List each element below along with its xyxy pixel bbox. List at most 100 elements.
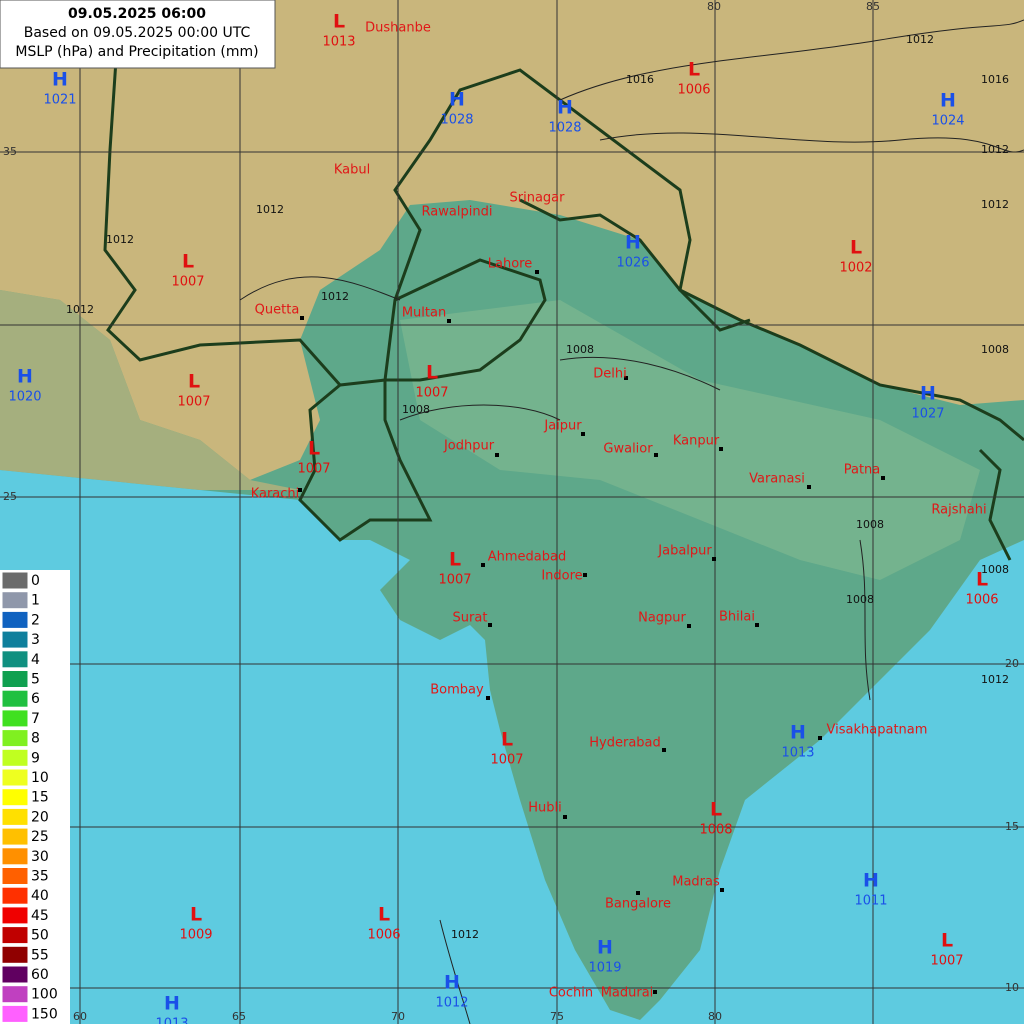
legend-swatch [1,807,29,826]
city-dot [298,488,302,492]
city-dot [447,319,451,323]
grid-label: 15 [1005,820,1019,833]
grid-label: 60 [73,1010,87,1023]
legend-swatch [1,926,29,945]
grid-label: 80 [707,0,721,13]
city-label: Rajshahi [931,503,986,518]
pressure-value: 1007 [490,753,523,768]
pressure-value: 1007 [297,462,330,477]
legend-swatch [1,630,29,649]
pressure-symbol: H [940,90,956,112]
pressure-symbol: L [710,799,722,821]
pressure-value: 1028 [440,113,473,128]
legend-swatch [1,1004,29,1023]
city-dot [481,563,485,567]
isobar-label: 1012 [981,143,1009,156]
city-label: Delhi [593,367,626,382]
pressure-symbol: L [501,729,513,751]
legend-label: 4 [31,652,40,668]
pressure-symbol: L [850,237,862,259]
grid-label: 25 [3,490,17,503]
isobar-label: 1008 [981,563,1009,576]
legend-swatch [1,670,29,688]
city-label: Nagpur [638,611,686,626]
pressure-symbol: L [333,11,345,33]
city-label: Gwalior [603,442,653,457]
city-label: Kabul [334,163,370,178]
isobar-label: 1016 [981,73,1009,86]
pressure-symbol: H [557,97,573,119]
legend-label: 9 [31,750,40,766]
city-label: Lahore [488,257,532,272]
legend-label: 15 [31,790,49,806]
pressure-value: 1028 [548,121,581,136]
city-label: Surat [453,611,488,626]
pressure-value: 1027 [911,407,944,422]
highlands [0,0,1024,480]
legend-swatch [1,689,29,708]
pressure-value: 1006 [677,83,710,98]
city-dot [687,624,691,628]
legend-label: 8 [31,731,40,747]
city-dot [300,316,304,320]
grid-label: 35 [3,145,17,158]
legend-swatch [1,610,29,629]
pressure-value: 1026 [616,256,649,271]
title: 09.05.2025 06:00 [68,6,206,22]
legend-label: 20 [31,809,49,825]
city-label: Multan [402,306,446,321]
isobars [239,19,1024,1024]
plateau-west [0,290,300,490]
pressure-symbol: L [188,371,200,393]
isobar-label: 1008 [846,593,874,606]
legend-swatch [1,768,29,787]
city-label: Kanpur [673,434,720,449]
legend-swatch [1,886,29,905]
city-label: Rawalpindi [422,205,493,220]
pressure-symbol: L [308,438,320,460]
isobar-label: 1012 [906,33,934,46]
legend-swatch [1,709,29,728]
pressure-value: 1013 [322,35,355,50]
pressure-value: 1007 [438,573,471,588]
pressure-value: 1002 [839,261,872,276]
pressure-symbol: L [941,930,953,952]
city-dot [712,557,716,561]
legend-label: 10 [31,770,49,786]
pressure-value: 1019 [588,961,621,976]
city-label: Indore [541,569,582,584]
legend-swatch [1,650,29,669]
city-dot [488,623,492,627]
city-dot [636,891,640,895]
city-label: Quetta [255,303,300,318]
city-label: Madurai [601,986,654,1001]
isobar-label: 1008 [981,343,1009,356]
pressure-symbol: L [688,59,700,81]
legend-swatch [1,867,29,885]
pressure-symbol: H [790,722,806,744]
city-label: Jaipur [543,419,582,434]
city-label: Dushanbe [365,21,431,36]
pressure-symbol: H [920,383,936,405]
isobar-label: 1012 [256,203,284,216]
subtitle: Based on 09.05.2025 00:00 UTC [24,25,251,41]
city-label: Srinagar [510,191,566,206]
legend-label: 3 [31,632,40,648]
isobar-label: 1012 [321,290,349,303]
legend-label: 45 [31,908,49,924]
pressure-value: 1007 [171,275,204,290]
legend-swatch [1,945,29,964]
pressure-value: 1013 [155,1017,188,1024]
pressure-symbol: H [449,89,465,111]
city-dot [719,447,723,451]
legend-swatch [1,729,29,748]
pressure-symbol: H [444,972,460,994]
city-label: Bangalore [605,897,671,912]
city-dot [624,376,628,380]
city-dot [486,696,490,700]
legend-label: 6 [31,691,40,707]
pressure-symbol: H [52,69,68,91]
